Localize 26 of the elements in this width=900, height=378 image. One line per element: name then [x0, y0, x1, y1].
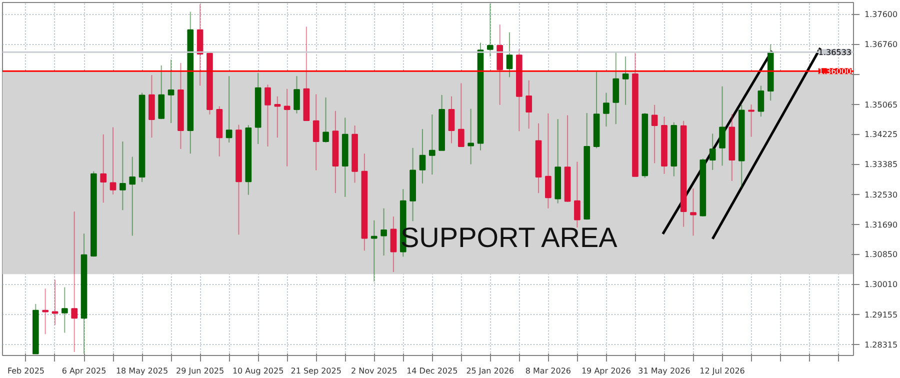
x-tick-label: 6 Apr 2025: [62, 366, 106, 376]
x-tick-label: 12 Jul 2026: [700, 366, 745, 376]
x-tick-label: 19 Apr 2026: [581, 366, 631, 376]
x-tick-label: 14 Dec 2025: [406, 366, 458, 376]
x-tick-label: 10 Aug 2025: [232, 366, 284, 376]
y-tick-label: 1.31690: [864, 220, 898, 230]
y-tick-label: 1.34225: [864, 130, 898, 140]
y-tick-label: 1.37600: [864, 10, 898, 20]
x-tick-label: 21 Sep 2025: [290, 366, 342, 376]
ref-line-label: 1.36533: [818, 48, 852, 58]
x-tick-label: 8 Mar 2026: [525, 366, 572, 376]
y-tick-label: 1.32530: [864, 190, 898, 200]
y-tick-label: 1.30010: [864, 280, 898, 290]
x-tick-label: 25 Jan 2026: [466, 366, 514, 376]
x-tick-label: Feb 2025: [7, 366, 45, 376]
y-tick-label: 1.29155: [864, 310, 898, 320]
y-tick-label: 1.30850: [864, 250, 898, 260]
x-tick-label: 18 May 2025: [116, 366, 168, 376]
y-tick-label: 1.36760: [864, 40, 898, 50]
ref-line-label: 1.36000: [818, 67, 852, 76]
x-tick-label: 31 May 2026: [638, 366, 690, 376]
y-tick-label: 1.28315: [864, 340, 898, 350]
x-tick-label: 2 Nov 2025: [351, 366, 398, 376]
x-tick-label: 29 Jun 2025: [176, 366, 224, 376]
y-tick-label: 1.35065: [864, 100, 898, 110]
y-tick-label: 1.33385: [864, 160, 898, 170]
